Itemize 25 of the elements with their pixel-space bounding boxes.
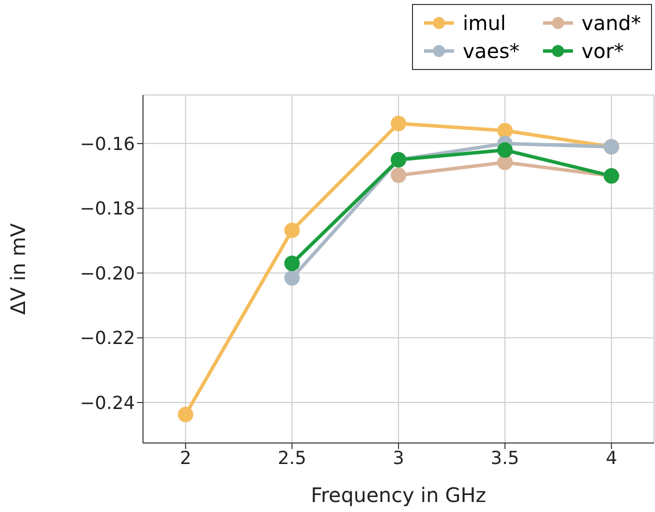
y-tick-label: −0.24 [80,392,135,414]
x-tick-label: 2 [180,448,192,469]
x-tick-label: 3 [392,448,404,469]
y-tick-label: −0.22 [80,328,135,350]
point [497,142,513,158]
point [284,270,300,286]
x-tick-label: 3.5 [490,448,520,469]
x-tick-label: 2.5 [278,448,306,469]
legend-label: vand* [582,11,641,35]
legend-label: vaes* [462,39,520,63]
y-tick-label: −0.20 [80,263,135,284]
y-tick-label: −0.16 [80,134,135,155]
point [497,122,513,138]
point [497,154,513,170]
point [178,406,194,422]
y-tick-label: −0.18 [80,198,135,220]
x-tick-label: 4 [606,448,618,469]
y-axis-title: ΔV in mV [6,222,30,315]
point [284,256,300,272]
point [390,116,406,132]
point [390,168,406,184]
point [284,222,300,238]
legend-label: imul [462,11,506,35]
x-axis-title: Frequency in GHz [310,483,486,507]
legend-label: vor* [582,39,624,63]
